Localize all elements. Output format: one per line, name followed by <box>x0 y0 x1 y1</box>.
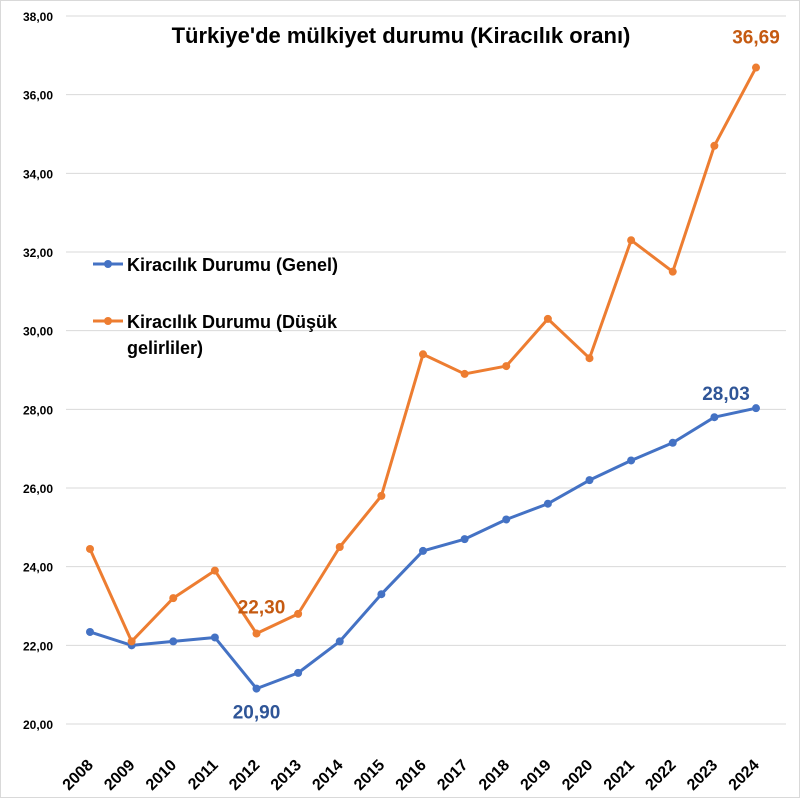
data-label: 28,03 <box>702 384 750 405</box>
data-point <box>210 633 219 642</box>
x-tick-label: 2008 <box>60 757 97 794</box>
x-tick-label: 2011 <box>185 757 222 794</box>
data-point <box>169 594 178 603</box>
data-point <box>419 546 427 555</box>
data-point <box>627 456 636 465</box>
data-point <box>377 491 386 500</box>
data-point <box>127 637 136 646</box>
y-tick-label: 26,00 <box>23 482 53 496</box>
x-tick-label: 2016 <box>393 757 430 794</box>
legend-dot-dusuk <box>104 317 112 325</box>
data-point <box>752 404 760 413</box>
legend-label-dusuk: Kiracılık Durumu (Düşük <box>127 312 338 332</box>
data-point <box>294 609 303 618</box>
data-point <box>502 515 511 524</box>
data-point <box>710 141 719 150</box>
data-point <box>543 314 552 323</box>
data-point <box>169 637 178 646</box>
x-tick-label: 2022 <box>642 757 679 794</box>
data-point <box>585 476 594 485</box>
x-tick-label: 2015 <box>351 757 388 794</box>
data-point <box>543 499 552 508</box>
x-tick-label: 2024 <box>726 757 763 794</box>
x-tick-label: 2017 <box>434 757 471 794</box>
legend-label-dusuk-line2: gelirliler) <box>127 338 203 358</box>
data-point <box>377 590 386 599</box>
x-tick-label: 2019 <box>518 757 555 794</box>
x-tick-label: 2018 <box>476 757 513 794</box>
data-point <box>752 63 760 72</box>
y-tick-label: 28,00 <box>23 403 53 417</box>
data-point <box>86 627 94 636</box>
data-point <box>710 413 719 422</box>
x-tick-label: 2009 <box>101 757 138 794</box>
y-tick-label: 20,00 <box>23 718 53 732</box>
x-tick-label: 2023 <box>684 757 721 794</box>
y-tick-label: 36,00 <box>23 89 53 103</box>
chart-title: Türkiye'de mülkiyet durumu (Kiracılık or… <box>172 23 631 48</box>
data-point <box>252 629 261 638</box>
data-point <box>585 354 594 363</box>
y-tick-label: 22,00 <box>23 639 53 653</box>
data-point <box>210 566 219 575</box>
data-point <box>460 535 469 544</box>
x-tick-label: 2014 <box>309 757 346 794</box>
data-point <box>294 668 303 677</box>
legend-label-genel: Kiracılık Durumu (Genel) <box>127 255 338 275</box>
y-tick-label: 38,00 <box>23 10 53 24</box>
data-point <box>668 438 677 447</box>
x-tick-label: 2020 <box>559 757 596 794</box>
data-point <box>419 350 427 359</box>
data-point <box>502 362 511 371</box>
data-point <box>335 543 344 551</box>
data-label: 22,30 <box>238 598 286 619</box>
x-tick-label: 2010 <box>143 757 180 794</box>
data-point <box>627 236 636 245</box>
y-tick-label: 30,00 <box>23 325 53 339</box>
y-tick-label: 32,00 <box>23 246 53 260</box>
x-tick-label: 2021 <box>601 757 638 794</box>
legend-dot-genel <box>104 260 112 268</box>
x-tick-label: 2013 <box>268 757 305 794</box>
data-label: 20,90 <box>233 703 281 724</box>
data-point <box>252 684 261 693</box>
y-tick-label: 34,00 <box>23 167 53 181</box>
x-tick-label: 2012 <box>226 757 263 794</box>
data-point <box>668 267 677 276</box>
data-point <box>86 544 94 553</box>
data-label: 36,69 <box>732 28 780 49</box>
y-tick-label: 24,00 <box>23 561 53 575</box>
legend: Kiracılık Durumu (Genel) Kiracılık Durum… <box>93 255 338 358</box>
data-point <box>335 637 344 646</box>
data-point <box>460 369 469 378</box>
